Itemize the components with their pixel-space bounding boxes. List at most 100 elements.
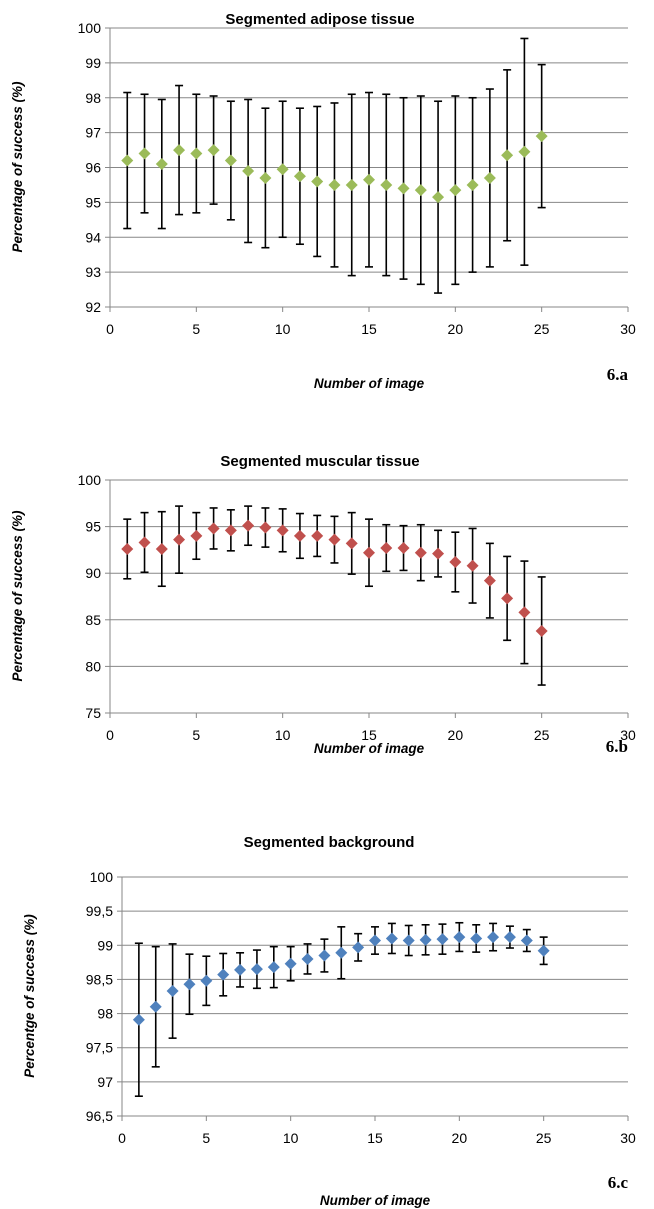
data-point [259,171,272,184]
data-point [121,542,134,555]
panel-label: 6.a [607,365,629,384]
data-point [414,184,427,197]
data-point [138,147,151,160]
y-axis-label: Percentage of success (%) [10,510,25,682]
y-tick-label: 99,5 [86,903,113,919]
chart-title: Segmented background [244,834,415,851]
data-point [335,946,348,959]
x-tick-label: 5 [192,727,200,743]
y-tick-label: 96 [85,160,101,176]
data-point [518,606,531,619]
data-point [363,546,375,559]
data-point [224,154,237,167]
data-point [397,182,410,195]
data-point [466,178,479,191]
chart-title: Segmented muscular tissue [220,453,419,470]
data-point [483,171,496,184]
data-point [470,932,483,945]
data-point [449,184,462,197]
x-tick-label: 5 [202,1130,210,1146]
x-axis-label: Number of image [320,1193,431,1208]
data-point [436,933,449,946]
y-axis-label: Percentge of success (%) [22,914,37,1078]
data-point [328,533,341,546]
data-point [166,985,179,998]
data-point [318,949,331,962]
y-tick-label: 90 [85,565,101,581]
data-point [293,529,306,542]
data-point [224,524,237,537]
x-tick-label: 25 [534,321,550,337]
x-tick-label: 5 [192,321,200,337]
chart-adipose: 92 93 94 95 96 97 98 99 100 0 5 10 15 20 25 30 Segmented… [10,11,636,391]
chart-panel-background: 96,5 97 97,5 98 98,5 99 99,5 100 0 5 10 15 20 25 30 Seg… [0,800,654,1209]
data-point [380,178,393,191]
data-point [267,961,280,974]
data-point [453,931,466,944]
y-tick-label: 80 [85,658,101,674]
y-axis-label: Percentage of success (%) [10,81,25,253]
y-tick-label: 96,5 [86,1108,113,1124]
data-point [535,624,548,637]
x-axis-label: Number of image [314,741,425,756]
x-tick-label: 20 [452,1130,468,1146]
x-tick-label: 0 [106,727,114,743]
data-point [501,149,514,162]
x-tick-label: 10 [275,321,291,337]
y-tick-label: 97 [97,1074,113,1090]
data-point [173,144,186,157]
y-tick-label: 97 [85,125,101,141]
data-point [402,934,415,947]
x-tick-label: 0 [106,321,114,337]
data-point [345,537,358,550]
chart-muscular: 75 80 85 90 95 100 0 5 10 15 20 25 30 Segmented muscu… [10,453,636,756]
y-tick-label: 99 [85,55,101,71]
data-point [276,163,289,176]
x-tick-label: 15 [361,321,377,337]
data-point [487,931,500,944]
data-point [369,934,381,947]
y-tick-label: 98 [97,1006,113,1022]
data-point [345,178,358,191]
y-tick-label: 100 [78,472,102,488]
data-point [537,944,550,957]
y-tick-label: 95 [85,519,101,535]
panel-label: 6.b [606,737,628,756]
data-point [301,952,314,965]
data-point [284,957,297,970]
x-tick-label: 15 [361,727,377,743]
x-tick-label: 25 [536,1130,552,1146]
data-point [449,556,462,569]
data-point [155,542,168,555]
x-tick-label: 30 [620,727,636,743]
data-point [397,542,410,555]
data-point [190,147,203,160]
data-point [250,963,263,976]
x-tick-label: 0 [118,1130,126,1146]
chart-panel-adipose: 92 93 94 95 96 97 98 99 100 0 5 10 15 20 25 30 Segmented… [0,0,654,400]
data-point [503,931,516,944]
data-point [121,154,134,167]
data-point [311,175,324,188]
data-point [259,521,272,534]
data-point [380,542,393,555]
data-point [432,191,445,204]
data-point [200,974,213,987]
data-point [173,533,186,546]
data-point [217,968,230,981]
x-tick-label: 10 [275,727,291,743]
chart-title: Segmented adipose tissue [225,11,414,28]
data-point [311,529,324,542]
x-tick-label: 15 [367,1130,383,1146]
data-point [352,941,365,954]
data-point [190,529,203,542]
data-point [183,978,196,991]
y-tick-label: 98,5 [86,971,113,987]
data-point [132,1013,145,1026]
data-point [414,546,427,559]
x-axis-label: Number of image [314,376,425,391]
x-tick-label: 20 [448,321,464,337]
y-tick-label: 99 [97,937,113,953]
data-point [242,164,255,177]
data-point [520,934,533,947]
